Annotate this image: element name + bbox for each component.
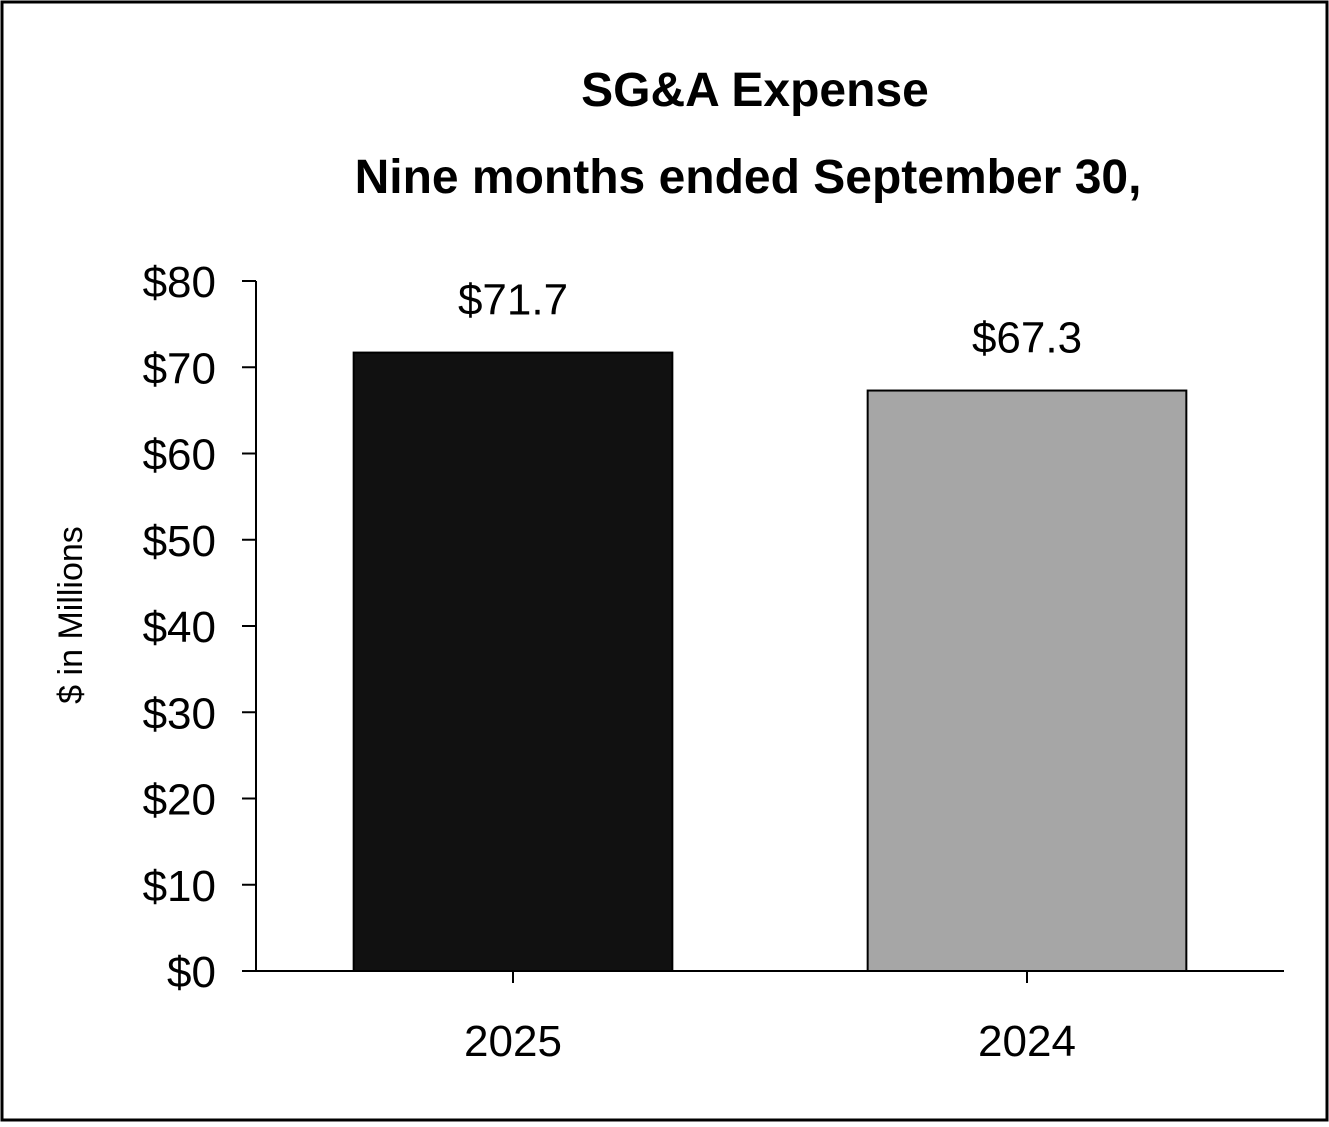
y-tick-label: $40 [143,603,216,652]
x-axis-ticks: 2025 2024 [464,971,1076,1066]
data-label-2024: $67.3 [972,314,1082,363]
y-tick-label: $70 [143,344,216,393]
bar-2024 [866,389,1188,973]
x-tick-label-2025: 2025 [464,1017,562,1066]
data-label-2025: $71.7 [458,276,568,325]
y-axis-label: $ in Millions [52,526,90,704]
y-axis-ticks: $0 $10 $20 $30 $40 $50 $60 $70 $80 [143,258,256,997]
y-tick-label: $30 [143,689,216,738]
y-tick-label: $60 [143,431,216,480]
chart-title: SG&A Expense [581,64,929,117]
y-tick-label: $50 [143,517,216,566]
bar-2025 [352,351,674,972]
chart-subtitle: Nine months ended September 30, [355,151,1142,204]
x-tick-label-2024: 2024 [978,1017,1076,1066]
y-tick-label: $10 [143,862,216,911]
y-tick-label: $20 [143,776,216,825]
y-tick-label: $80 [143,258,216,307]
value-labels: $71.7 $67.3 [458,276,1082,363]
y-tick-label: $0 [167,948,216,997]
bars [352,351,1188,973]
